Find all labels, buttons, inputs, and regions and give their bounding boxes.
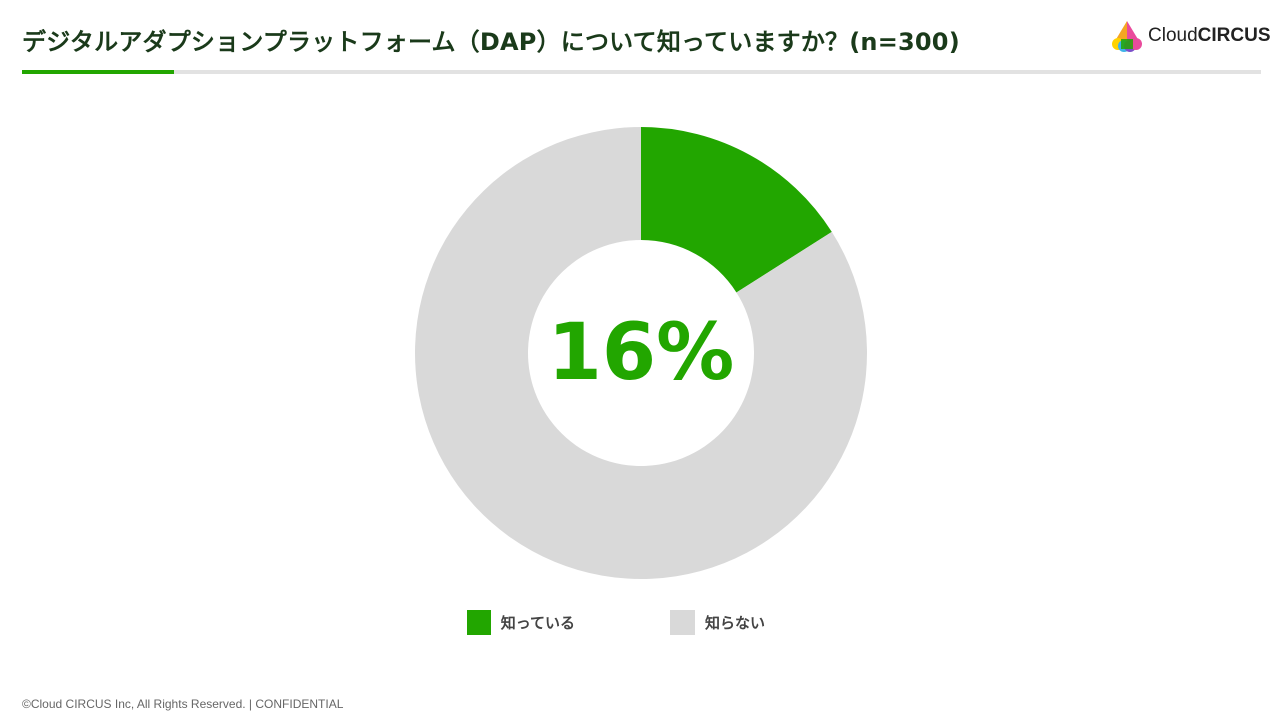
legend-swatch-unknown xyxy=(670,610,695,635)
logo-text-regular: Cloud xyxy=(1148,25,1198,46)
page-title: デジタルアダプションプラットフォーム（DAP）について知っていますか？(n=30… xyxy=(22,28,960,56)
logo-wordmark: CloudCIRCUS xyxy=(1148,25,1271,47)
title-underline xyxy=(22,70,1261,74)
legend-swatch-known xyxy=(467,610,491,635)
chart-legend: 知っている 知らない xyxy=(467,610,778,635)
cloud-circus-logo: CloudCIRCUS xyxy=(1110,18,1271,54)
donut-slice-unknown xyxy=(415,127,867,579)
legend-label-unknown: 知らない xyxy=(705,614,766,632)
donut-chart: 16% xyxy=(410,122,872,584)
legend-item-known: 知っている xyxy=(467,610,575,635)
legend-label-known: 知っている xyxy=(500,614,575,632)
cloud-circus-logo-icon xyxy=(1112,21,1142,52)
donut-chart-svg xyxy=(415,127,867,579)
legend-item-unknown: 知らない xyxy=(670,610,778,635)
footer-copyright: ©Cloud CIRCUS Inc, All Rights Reserved. … xyxy=(22,697,344,711)
logo-text-bold: CIRCUS xyxy=(1197,25,1271,46)
title-underline-accent xyxy=(22,70,174,74)
donut-slice-known xyxy=(641,127,832,293)
